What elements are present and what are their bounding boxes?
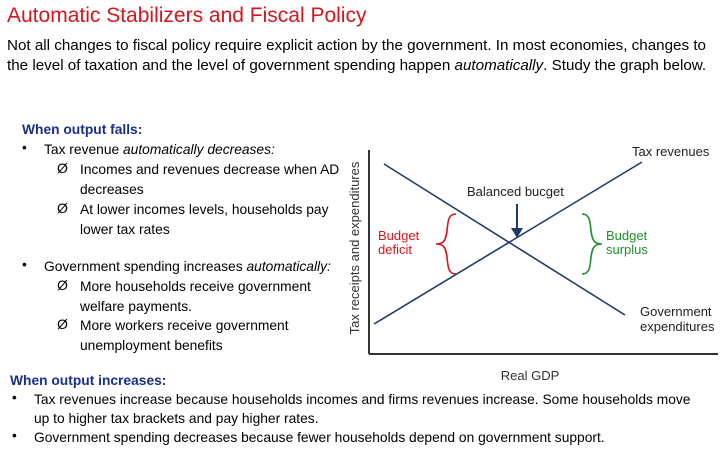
intro-emphasis: automatically <box>454 57 544 74</box>
arrow-bullet-icon: Ø <box>57 200 68 216</box>
falls-spending-sub1-line2: welfare payments. <box>80 299 192 314</box>
balanced-budget-label: Balanced bucget <box>467 184 564 199</box>
x-axis-label: Real GDP <box>501 368 560 383</box>
tax-revenue-line <box>373 161 643 325</box>
falls-tax-sub1-line2: decreases <box>80 182 144 197</box>
tax-revenues-label: Tax revenues <box>632 144 710 159</box>
page-title: Automatic Stabilizers and Fiscal Policy <box>7 4 367 27</box>
surplus-brace <box>581 213 603 275</box>
falls-tax-sub2-line1: At lower incomes levels, households pay <box>80 202 329 217</box>
falls-tax-sub2-line2: lower tax rates <box>80 222 170 237</box>
government-expenditure-line <box>383 163 626 316</box>
bullet-icon: • <box>12 390 17 405</box>
falls-tax-emphasis: automatically decreases: <box>123 142 275 157</box>
falls-tax-item: Tax revenue automatically decreases: <box>44 140 275 160</box>
fiscal-graph: Tax receipts and expenditures Tax revenu… <box>347 144 718 383</box>
arrow-bullet-icon: Ø <box>57 160 68 176</box>
intro-paragraph: Not all changes to fiscal policy require… <box>7 36 719 76</box>
deficit-label-line2: deficit <box>378 242 412 257</box>
increases-b2: Government spending decreases because fe… <box>34 430 605 445</box>
falls-spending-item: Government spending increases automatica… <box>44 257 331 277</box>
arrow-bullet-icon: Ø <box>57 316 68 332</box>
falls-spending-sub1-line1: More households receive government <box>80 279 311 294</box>
falls-tax-lead: Tax revenue <box>44 142 123 157</box>
government-label-line1: Government <box>640 304 712 319</box>
falls-spending-emphasis: automatically: <box>246 259 331 274</box>
bullet-icon: • <box>12 428 17 443</box>
increases-b1-line1: Tax revenues increase because households… <box>34 392 691 407</box>
government-label-line2: expenditures <box>640 319 715 334</box>
y-axis-label: Tax receipts and expenditures <box>347 161 362 334</box>
intro-trail: . Study the graph below. <box>543 57 707 74</box>
falls-spending-sub2-line2: unemployment benefits <box>80 338 223 353</box>
falls-spending-lead: Government spending increases <box>44 259 247 274</box>
surplus-label-line2: surplus <box>606 242 648 257</box>
increases-heading: When output increases: <box>10 373 167 388</box>
bullet-icon: • <box>22 257 27 272</box>
deficit-label-line1: Budget <box>378 228 420 243</box>
falls-heading: When output falls: <box>22 122 143 137</box>
arrow-bullet-icon: Ø <box>57 277 68 293</box>
intro-lead: Not all changes to fiscal policy require… <box>7 37 706 74</box>
deficit-brace <box>435 213 457 275</box>
surplus-label-line1: Budget <box>606 228 648 243</box>
bullet-icon: • <box>22 140 27 155</box>
falls-tax-sub1-line1: Incomes and revenues decrease when AD <box>80 162 340 177</box>
falls-spending-sub2-line1: More workers receive government <box>80 318 289 333</box>
arrow-down-icon <box>511 228 523 238</box>
increases-b1-line2: up to higher tax brackets and pay higher… <box>34 411 319 426</box>
